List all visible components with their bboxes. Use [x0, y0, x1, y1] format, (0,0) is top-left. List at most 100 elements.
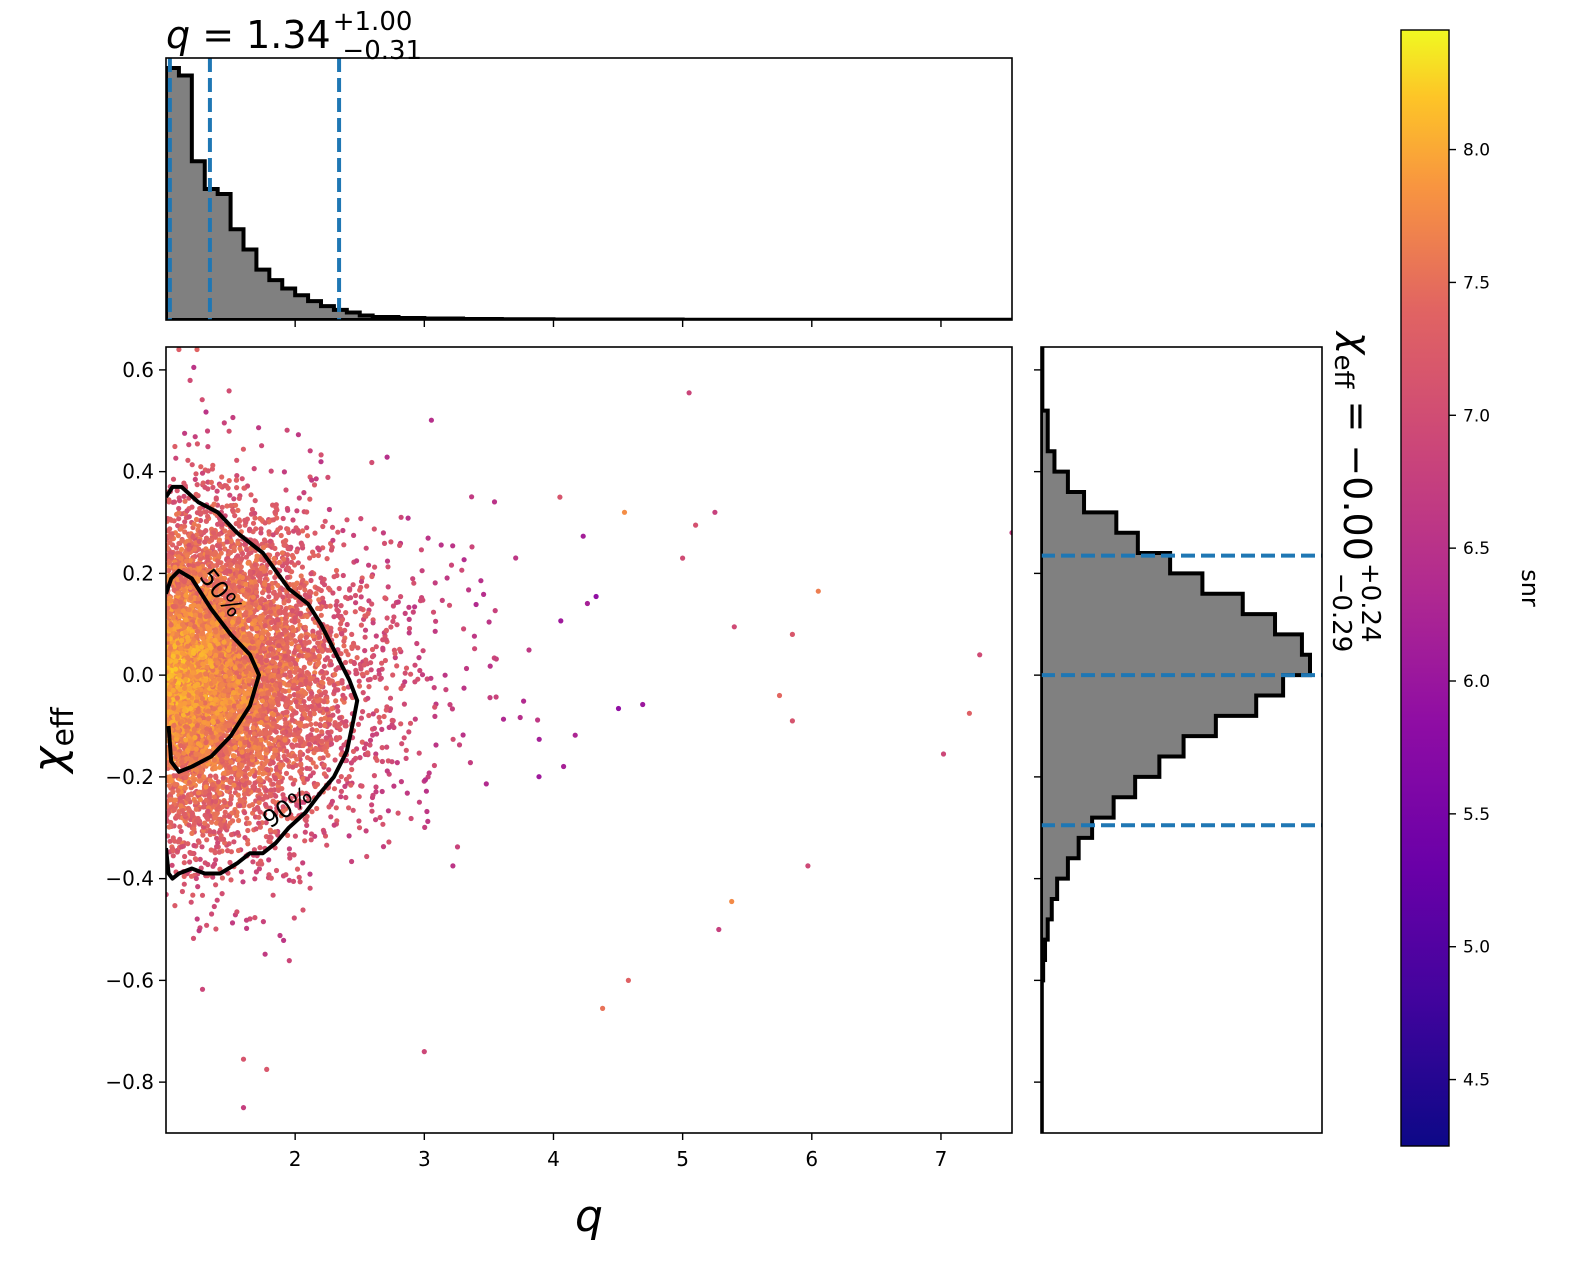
- scatter-point: [336, 778, 342, 784]
- scatter-point: [377, 814, 383, 821]
- scatter-point: [341, 685, 347, 692]
- scatter-point: [341, 542, 347, 548]
- scatter-point: [341, 643, 347, 649]
- scatter-point: [266, 857, 272, 863]
- scatter-point: [198, 464, 204, 470]
- scatter-point: [328, 737, 334, 743]
- scatter-point: [250, 520, 257, 526]
- scatter-point: [167, 526, 173, 532]
- scatter-point: [303, 818, 309, 824]
- scatter-point: [348, 692, 354, 698]
- scatter-point: [304, 525, 310, 531]
- scatter-point: [213, 882, 219, 888]
- scatter-point: [332, 671, 338, 678]
- scatter-point: [294, 508, 300, 514]
- scatter-point: [337, 626, 343, 632]
- scatter-point: [267, 569, 273, 575]
- scatter-point: [361, 745, 368, 752]
- scatter-point: [253, 583, 259, 589]
- scatter-point: [232, 513, 238, 519]
- scatter-point: [285, 832, 291, 839]
- scatter-point: [307, 555, 313, 561]
- scatter-point: [328, 662, 334, 668]
- scatter-point: [219, 875, 225, 881]
- scatter-point: [369, 601, 375, 607]
- scatter-point: [310, 628, 316, 634]
- scatter-point: [430, 609, 437, 615]
- scatter-point: [466, 587, 472, 593]
- scatter-point: [193, 875, 199, 882]
- scatter-point: [253, 826, 259, 832]
- scatter-point: [448, 562, 455, 568]
- scatter-point: [360, 709, 366, 715]
- scatter-point: [417, 667, 423, 674]
- scatter-point: [412, 679, 418, 685]
- scatter-point: [364, 670, 370, 676]
- scatter-point: [310, 647, 316, 653]
- scatter-point: [222, 528, 228, 534]
- scatter-point: [446, 602, 453, 608]
- scatter-point: [350, 582, 356, 588]
- scatter-point: [373, 817, 379, 823]
- scatter-point: [351, 757, 357, 763]
- scatter-point: [210, 462, 216, 468]
- scatter-point: [304, 822, 310, 829]
- scatter-point: [354, 670, 360, 676]
- scatter-point: [222, 799, 228, 806]
- scatter-point: [321, 582, 328, 588]
- scatter-point: [222, 809, 228, 815]
- scatter-point: [398, 514, 404, 520]
- scatter-point: [296, 652, 302, 658]
- scatter-point: [281, 600, 287, 606]
- scatter-point: [260, 630, 266, 636]
- scatter-point: [459, 567, 465, 573]
- scatter-point: [428, 675, 434, 681]
- scatter-point: [431, 762, 437, 769]
- scatter-point: [357, 755, 363, 761]
- scatter-point: [425, 818, 431, 825]
- scatter-point: [390, 603, 396, 609]
- scatter-point: [384, 558, 391, 564]
- scatter-point: [257, 599, 264, 605]
- scatter-point: [500, 716, 507, 722]
- scatter-point: [182, 498, 188, 504]
- scatter-point: [338, 794, 344, 800]
- scatter-point: [584, 600, 591, 607]
- scatter-point: [257, 824, 263, 830]
- scatter-point: [289, 815, 295, 821]
- scatter-point: [227, 859, 233, 866]
- scatter-point: [467, 760, 473, 766]
- scatter-point: [615, 705, 622, 712]
- scatter-point: [268, 468, 274, 474]
- scatter-point: [189, 504, 195, 510]
- scatter-point: [228, 849, 234, 855]
- scatter-point: [263, 820, 269, 826]
- scatter-point: [253, 869, 259, 875]
- scatter-point: [209, 819, 215, 825]
- scatter-point: [214, 897, 220, 903]
- scatter-points: [166, 347, 1012, 1111]
- scatter-point: [491, 499, 498, 505]
- scatter-point: [277, 764, 284, 771]
- scatter-point: [356, 818, 362, 824]
- scatter-point: [406, 729, 412, 735]
- scatter-point: [186, 442, 192, 448]
- scatter-point: [224, 503, 230, 509]
- scatter-point: [189, 711, 195, 717]
- scatter-point: [227, 800, 233, 807]
- scatter-point: [297, 622, 303, 628]
- scatter-point: [274, 551, 281, 557]
- scatter-point: [353, 600, 359, 606]
- scatter-point: [292, 669, 298, 675]
- scatter-point: [166, 783, 172, 789]
- scatter-point: [273, 867, 280, 874]
- scatter-point: [275, 800, 281, 806]
- scatter-point: [408, 815, 414, 822]
- scatter-point: [257, 845, 263, 851]
- scatter-point: [334, 598, 340, 605]
- scatter-point: [185, 457, 191, 463]
- scatter-point: [237, 803, 243, 809]
- scatter-point: [483, 781, 489, 787]
